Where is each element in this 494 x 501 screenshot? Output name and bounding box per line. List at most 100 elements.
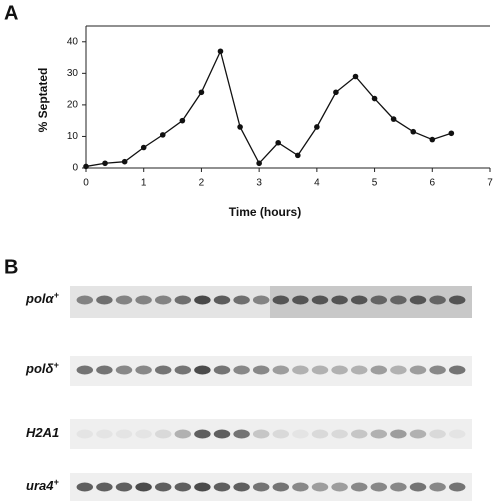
data-point: [314, 124, 320, 130]
y-tick-label: 40: [67, 36, 79, 47]
blot-band: [252, 365, 270, 375]
blot-band: [174, 365, 192, 375]
blot-band: [331, 365, 348, 375]
blot-band: [429, 365, 446, 375]
blot-band: [96, 365, 113, 375]
y-axis-label: % Septated: [36, 68, 50, 133]
blot-band: [370, 429, 388, 439]
blot-band: [213, 295, 231, 305]
blot-band: [154, 429, 172, 439]
blot-band: [429, 295, 446, 305]
blot-band: [390, 365, 407, 375]
blot-band: [390, 482, 407, 492]
gene-name: H2A1: [26, 425, 59, 440]
data-point: [198, 89, 205, 96]
blot-band: [135, 482, 152, 492]
gene-name: ura4: [26, 478, 54, 493]
x-axis-label: Time (hours): [229, 205, 301, 219]
data-point: [140, 144, 147, 151]
blot-band: [174, 482, 192, 492]
blot-band: [292, 482, 309, 492]
blot-band: [115, 482, 133, 492]
blot-band: [213, 429, 231, 439]
blot-band: [272, 295, 290, 305]
data-point: [371, 95, 378, 102]
blot-band: [135, 429, 152, 439]
data-point: [121, 158, 128, 165]
blot-band: [115, 365, 133, 375]
blot-band: [409, 429, 427, 439]
blot-band: [76, 295, 94, 305]
blot-band: [194, 365, 211, 375]
blot-band: [96, 482, 113, 492]
x-tick-label: 6: [430, 178, 436, 189]
y-tick-label: 10: [67, 131, 79, 142]
blot-band: [233, 295, 250, 305]
blot-band: [350, 365, 368, 375]
data-point: [390, 116, 397, 122]
blot-band: [76, 429, 94, 439]
blot-band: [350, 482, 368, 492]
blot-band: [96, 295, 113, 305]
data-point: [159, 132, 166, 138]
blot-band: [252, 429, 270, 439]
blot-band: [154, 365, 172, 375]
gene-label: polα+: [25, 290, 60, 306]
blot-band: [292, 295, 309, 305]
series-line: [85, 49, 452, 168]
blot-band: [429, 429, 446, 439]
data-point: [179, 117, 186, 124]
y-tick-label: 0: [72, 163, 78, 174]
panel-label: B: [4, 256, 18, 278]
blot-band: [370, 482, 388, 492]
gene-label: polδ+: [25, 360, 59, 376]
blot-band: [213, 365, 231, 375]
x-tick-label: 7: [487, 178, 493, 189]
data-point: [256, 160, 262, 167]
blot-band: [194, 429, 211, 439]
gene-name: polα: [25, 291, 54, 306]
blot-band: [292, 429, 309, 439]
x-tick-label: 1: [141, 178, 147, 189]
blot-band: [233, 482, 250, 492]
blot-band: [76, 365, 94, 375]
blot-band: [448, 295, 466, 305]
gene-superscript: +: [54, 290, 60, 300]
blot-band: [390, 295, 407, 305]
data-point: [275, 139, 281, 146]
blot-band: [311, 429, 329, 439]
blot-band: [252, 295, 270, 305]
blot-band: [311, 295, 329, 305]
blot-band: [448, 365, 466, 375]
y-tick-label: 30: [67, 68, 79, 79]
blot-strip: [70, 419, 472, 449]
blot-band: [233, 429, 250, 439]
blot-band: [370, 295, 388, 305]
blot-band: [429, 482, 446, 492]
data-point: [429, 136, 436, 143]
blot-band: [350, 295, 368, 305]
data-point: [333, 89, 339, 96]
axis-frame: [85, 25, 490, 169]
blot-band: [115, 429, 133, 439]
blot-band: [350, 429, 368, 439]
x-tick-label: 0: [83, 178, 89, 189]
data-point: [237, 124, 243, 130]
blot-band: [174, 429, 192, 439]
blot-band: [292, 365, 309, 375]
blot-band: [252, 482, 270, 492]
blot-band: [272, 482, 290, 492]
data-point: [295, 152, 301, 159]
x-tick-label: 3: [256, 178, 262, 189]
blot-band: [331, 295, 348, 305]
blot-band: [409, 295, 427, 305]
y-tick-label: 20: [67, 100, 79, 111]
x-tick-label: 2: [199, 178, 205, 189]
blot-band: [409, 365, 427, 375]
blot-band: [448, 482, 466, 492]
data-point: [102, 160, 108, 167]
blot-band: [174, 295, 192, 305]
blot-band: [194, 482, 211, 492]
blot-band: [135, 295, 152, 305]
data-point: [83, 163, 89, 170]
